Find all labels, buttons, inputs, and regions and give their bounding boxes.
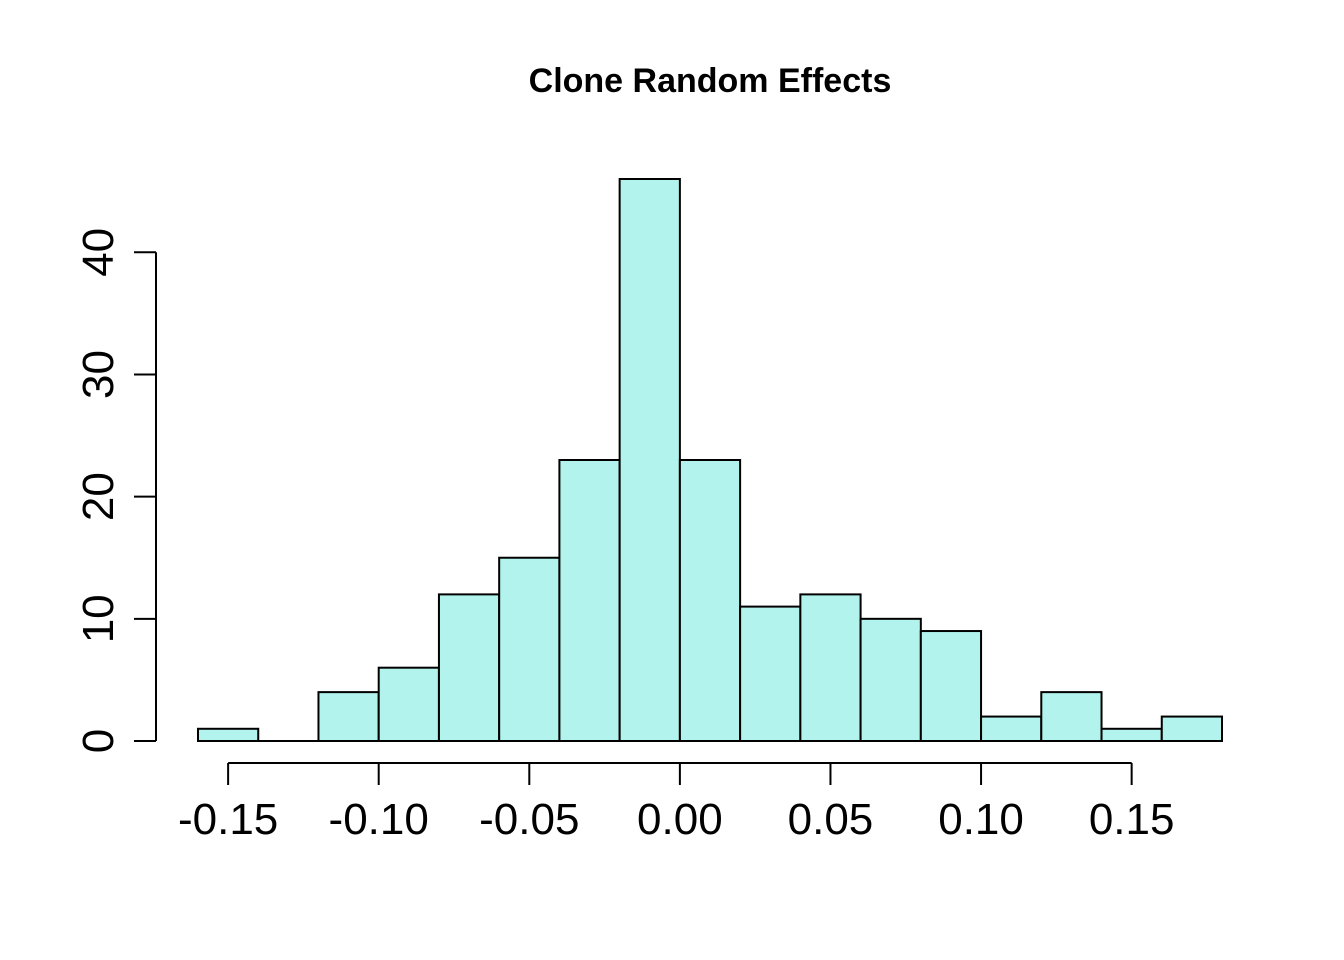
- y-tick-label: 40: [74, 228, 123, 277]
- histogram-bar: [1040, 691, 1103, 742]
- histogram-bar: [498, 556, 561, 742]
- y-axis: 0 10 20 30 40: [74, 228, 157, 753]
- y-tick-label: 0: [74, 729, 123, 753]
- x-tick-label: -0.10: [329, 795, 429, 844]
- histogram-bar: [1160, 715, 1223, 743]
- histogram-bar: [197, 727, 260, 742]
- x-tick-label: -0.05: [479, 795, 579, 844]
- y-tick-label: 10: [74, 594, 123, 643]
- histogram-bar: [1100, 727, 1163, 742]
- x-tick-label: 0.10: [938, 795, 1024, 844]
- y-tick-label: 20: [74, 472, 123, 521]
- histogram-bar: [739, 605, 802, 743]
- x-tick-label: -0.15: [178, 795, 278, 844]
- bars-group: [197, 178, 1223, 743]
- histogram-bar: [558, 459, 621, 742]
- x-tick-label: 0.15: [1089, 795, 1175, 844]
- histogram-bar: [618, 178, 681, 742]
- x-axis: -0.15 -0.10 -0.05 0.00 0.05 0.10 0.15: [178, 762, 1175, 844]
- histogram-bar: [799, 593, 862, 742]
- histogram-bar: [317, 691, 380, 742]
- histogram-bar: [377, 666, 440, 743]
- histogram-bar: [980, 715, 1043, 743]
- x-tick-label: 0.00: [637, 795, 723, 844]
- x-tick-label: 0.05: [788, 795, 874, 844]
- histogram-bar: [919, 630, 983, 742]
- histogram-bar: [678, 459, 742, 742]
- histogram-bar: [437, 593, 501, 742]
- chart-title: Clone Random Effects: [529, 62, 892, 100]
- histogram-bar: [859, 617, 922, 743]
- y-tick-label: 30: [74, 350, 123, 399]
